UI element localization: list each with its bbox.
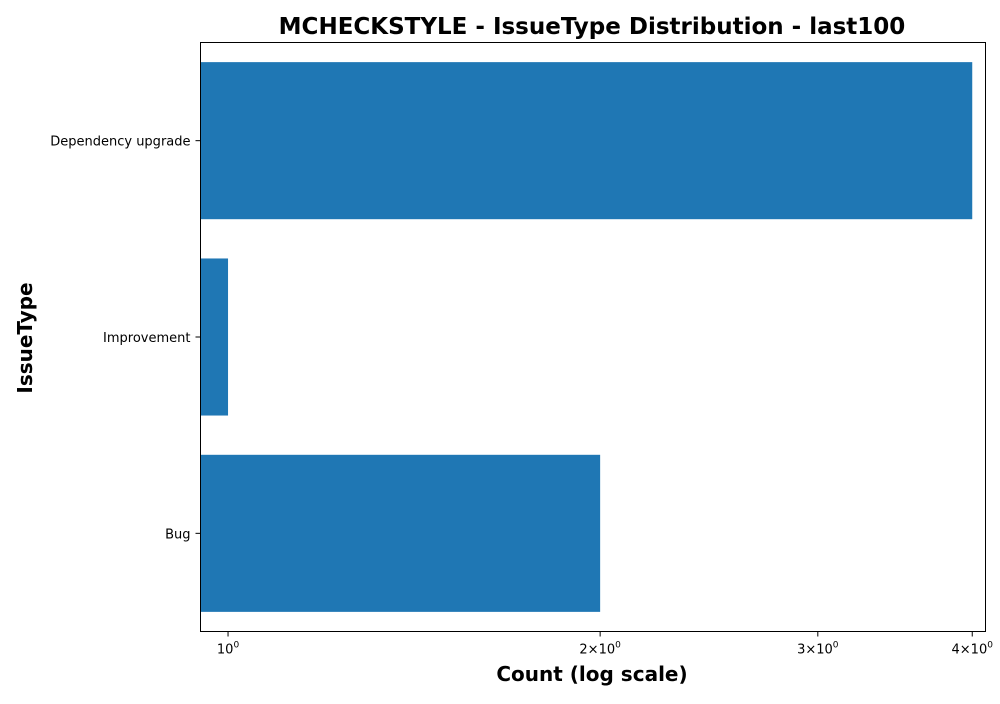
plot-frame xyxy=(200,42,986,632)
bar-improvement xyxy=(200,258,229,416)
y-tick-label: Improvement xyxy=(103,331,190,346)
x-axis-label: Count (log scale) xyxy=(496,662,687,686)
bars-layer xyxy=(200,62,973,612)
x-tick-label: 4×100 xyxy=(952,641,994,658)
chart-title: MCHECKSTYLE - IssueType Distribution - l… xyxy=(279,14,906,40)
y-axis-label: IssueType xyxy=(13,282,37,393)
x-tick-label: 3×100 xyxy=(797,641,839,658)
y-tick-label: Dependency upgrade xyxy=(50,135,190,150)
y-ticks-layer: Dependency upgrade Improvement Bug xyxy=(50,135,201,542)
bar-bug xyxy=(200,454,601,612)
x-ticks-layer: 100 2×100 3×100 4×100 xyxy=(217,631,994,658)
bar-dependency-upgrade xyxy=(200,62,973,220)
x-tick-label: 2×100 xyxy=(579,641,621,658)
y-tick-label: Bug xyxy=(165,527,190,542)
x-tick-label: 100 xyxy=(217,641,240,658)
